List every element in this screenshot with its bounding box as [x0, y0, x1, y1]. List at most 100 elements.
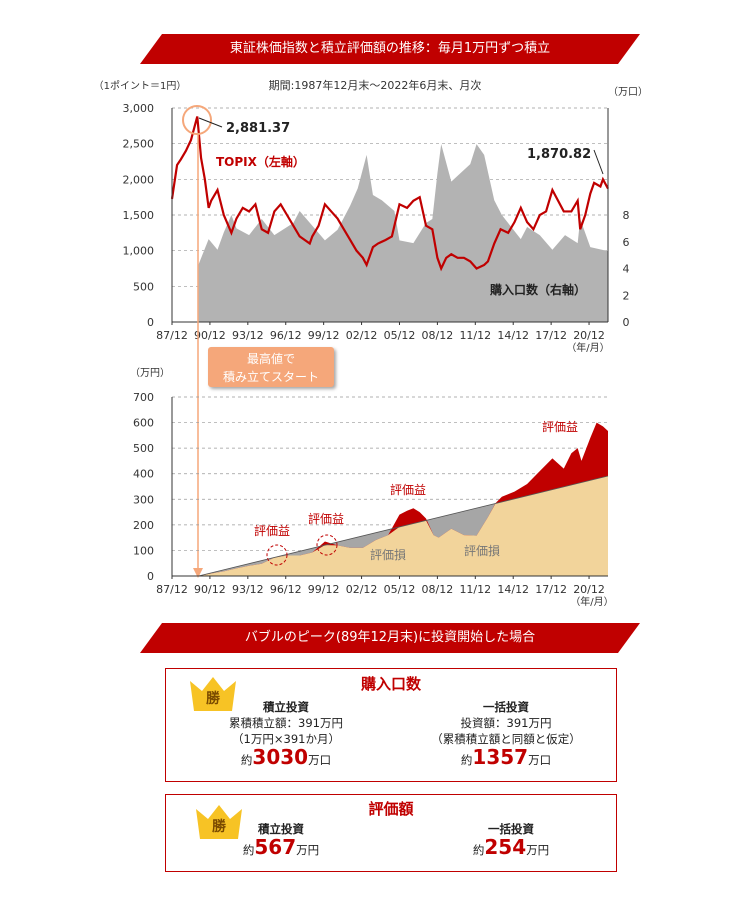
y-left-tick-label: 1,500: [123, 209, 155, 222]
y-tick-label: 600: [133, 417, 154, 430]
page-title: 東証株価指数と積立評価額の推移：毎月1万円ずつ積立: [229, 41, 551, 56]
y-tick-label: 400: [133, 468, 154, 481]
x-tick-label: 99/12: [308, 583, 340, 596]
x-tick-label: 14/12: [497, 583, 529, 596]
units-left-head: 積立投資: [263, 700, 309, 714]
value-left-value: 567: [254, 835, 297, 859]
units-area: [198, 144, 608, 322]
value-left-col: 積立投資 約567万円: [206, 821, 356, 858]
x-tick-label: 93/12: [232, 583, 264, 596]
y-right-tick-label: 8: [623, 209, 630, 222]
x-tick-label: 02/12: [346, 583, 378, 596]
value-left-pre: 約: [242, 843, 255, 857]
x-tick-label: 93/12: [232, 329, 264, 342]
x-tick-label: 96/12: [270, 583, 302, 596]
scenario-text: バブルのピーク(89年12月末)に投資開始した場合: [244, 630, 536, 645]
y-right-tick-label: 6: [623, 236, 630, 249]
win-crown-icon: 勝: [196, 803, 242, 839]
y-left-tick-label: 3,000: [123, 102, 155, 115]
win-mark: 勝: [206, 691, 220, 707]
units-right-head: 一括投資: [483, 700, 529, 714]
value-left-unit: 万円: [296, 843, 320, 857]
y-left-tick-label: 2,500: [123, 138, 155, 151]
x-tick-label: 05/12: [384, 583, 416, 596]
loss-label-1: 評価損: [370, 547, 406, 562]
x-tick-label: 90/12: [194, 329, 226, 342]
y-tick-label: 100: [133, 544, 154, 557]
x-tick-label: 11/12: [459, 329, 491, 342]
win-mark: 勝: [212, 819, 226, 835]
chart-subtitle: 期間:1987年12月末〜2022年6月末、月次: [269, 78, 482, 92]
start-callout: 最高値で 積み立てスタート: [208, 347, 334, 387]
win-crown-icon: 勝: [190, 675, 236, 711]
units-comparison-box: 購入口数 勝 積立投資 累積積立額：391万円 （1万円×391か月） 約303…: [165, 668, 617, 782]
units-right-line1: 投資額：391万円: [460, 716, 552, 730]
left-axis-unit: （1ポイント＝1円）: [94, 80, 187, 92]
y-left-tick-label: 2,000: [123, 173, 155, 186]
value-box-title: 評価額: [368, 800, 414, 818]
units-box-title: 購入口数: [360, 675, 421, 693]
title-banner: 東証株価指数と積立評価額の推移：毎月1万円ずつ積立: [140, 34, 640, 64]
loss-label-2: 評価損: [464, 543, 500, 558]
y-tick-label: 700: [133, 391, 154, 404]
y-left-tick-label: 500: [133, 280, 154, 293]
principal-area: [198, 476, 608, 576]
y-tick-label: 0: [147, 570, 154, 583]
x-tick-label: 05/12: [384, 329, 416, 342]
units-label: 購入口数（右軸）: [489, 282, 586, 297]
right-axis-unit: （万口）: [608, 86, 648, 98]
callout-line1: 最高値で: [246, 352, 295, 366]
units-left-unit: 万口: [308, 753, 332, 767]
value-comparison-box: 評価額 勝 積立投資 約567万円 一括投資 約254万円: [165, 794, 617, 872]
scenario-banner: バブルのピーク(89年12月末)に投資開始した場合: [140, 623, 640, 653]
y-right-tick-label: 2: [623, 289, 630, 302]
y-left-tick-label: 1,000: [123, 245, 155, 258]
value-right-head: 一括投資: [488, 822, 534, 836]
x-tick-label: 02/12: [346, 329, 378, 342]
x-tick-label: 14/12: [497, 329, 529, 342]
x-tick-label: 11/12: [459, 583, 491, 596]
gain-label-1: 評価益: [254, 523, 290, 538]
gain-label-4: 評価益: [542, 419, 578, 434]
x-tick-label: 87/12: [156, 329, 188, 342]
last-label: 1,870.82: [527, 147, 591, 162]
value-right-col: 一括投資 約254万円: [436, 821, 586, 858]
topix-line: [170, 116, 609, 272]
units-left-line1: 累積積立額：391万円: [229, 716, 343, 730]
peak-marker: [182, 105, 212, 135]
x-tick-label: 08/12: [422, 583, 454, 596]
units-right-col: 一括投資 投資額：391万円 （累積積立額と同額と仮定） 約1357万口: [411, 699, 601, 768]
cumulative-cost-line: [198, 475, 609, 577]
gain-label-3: 評価益: [390, 482, 426, 497]
y-tick-label: 500: [133, 442, 154, 455]
units-right-pre: 約: [460, 753, 473, 767]
units-left-line2: （1万円×391か月）: [232, 732, 340, 746]
value-right-unit: 万円: [526, 843, 550, 857]
value-left-head: 積立投資: [258, 822, 304, 836]
x-tick-label: 96/12: [270, 329, 302, 342]
units-right-value: 1357: [472, 745, 529, 769]
bottom-x-unit: （年/月）: [570, 595, 613, 608]
callout-line2: 積み立てスタート: [222, 370, 319, 384]
x-tick-label: 90/12: [194, 583, 226, 596]
units-left-value: 3030: [252, 745, 309, 769]
units-right-unit: 万口: [528, 753, 552, 767]
peak-label: 2,881.37: [226, 121, 290, 136]
value-right-value: 254: [484, 835, 527, 859]
gain-circle-2: [316, 534, 338, 556]
x-tick-label: 17/12: [535, 583, 567, 596]
units-left-col: 積立投資 累積積立額：391万円 （1万円×391か月） 約3030万口: [196, 699, 376, 768]
peak-leader: [198, 117, 223, 128]
y-right-tick-label: 0: [623, 316, 630, 329]
x-tick-label: 20/12: [573, 329, 605, 342]
y-right-tick-label: 4: [623, 263, 630, 276]
x-tick-label: 99/12: [308, 329, 340, 342]
units-left-pre: 約: [240, 753, 253, 767]
gain-circle-1: [266, 544, 288, 566]
top-x-unit: （年/月）: [566, 341, 609, 354]
y-left-tick-label: 0: [147, 316, 154, 329]
x-tick-label: 08/12: [422, 329, 454, 342]
x-tick-label: 20/12: [573, 583, 605, 596]
y-tick-label: 200: [133, 519, 154, 532]
